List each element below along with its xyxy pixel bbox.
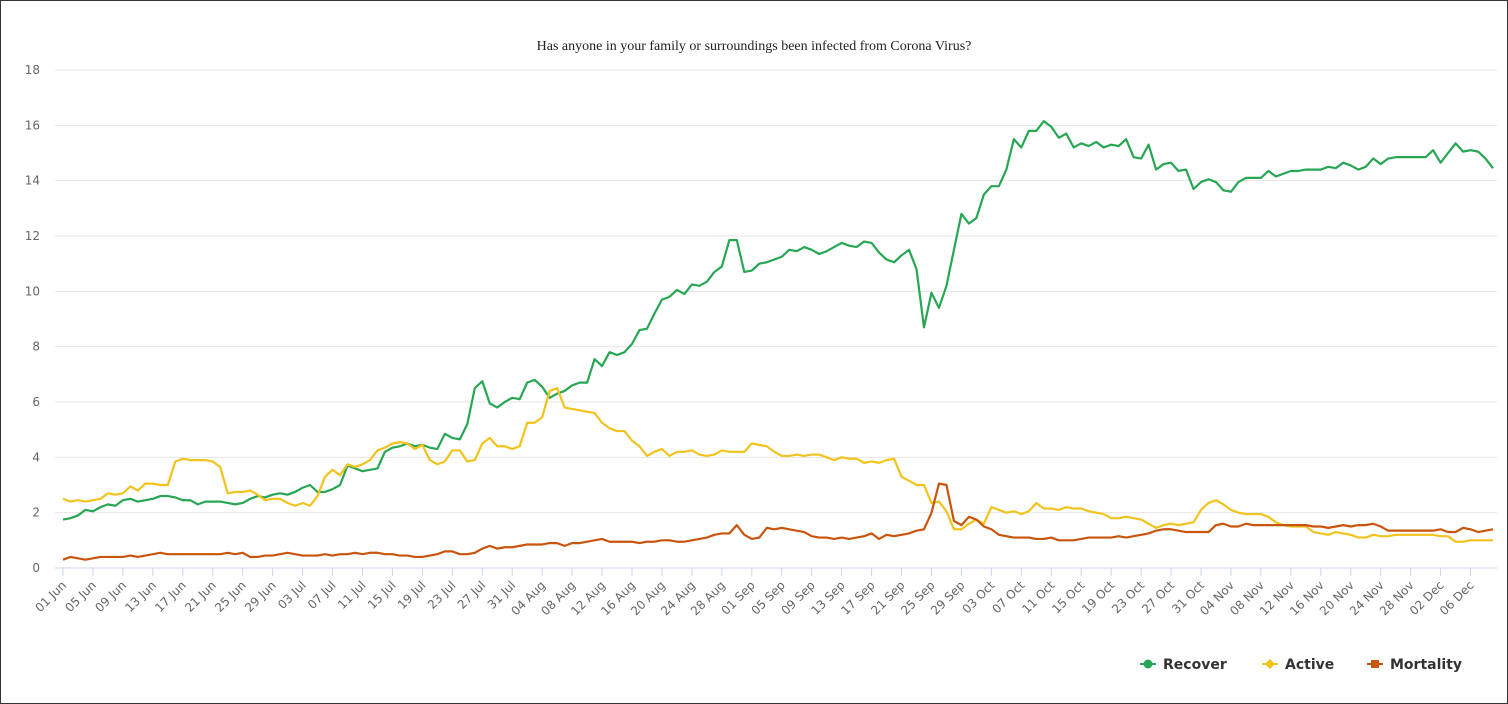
legend-label: Active (1285, 657, 1334, 673)
y-tick-label: 0 (32, 561, 40, 575)
series-line (62, 387, 1493, 543)
legend-marker (1265, 659, 1275, 669)
y-tick-label: 10 (25, 284, 40, 298)
y-tick-label: 12 (25, 229, 40, 243)
legend-marker (1371, 660, 1379, 668)
y-tick-label: 14 (25, 174, 40, 188)
legend-label: Recover (1163, 657, 1227, 673)
legend-marker (1143, 659, 1153, 669)
chart-title: Has anyone in your family or surrounding… (537, 39, 972, 54)
y-tick-label: 18 (25, 63, 40, 77)
y-tick-label: 6 (32, 395, 40, 409)
series-line (62, 482, 1494, 561)
y-tick-label: 8 (32, 340, 40, 354)
y-tick-label: 16 (25, 118, 40, 132)
y-tick-label: 2 (32, 506, 40, 520)
legend-label: Mortality (1390, 657, 1462, 673)
series-line (62, 120, 1494, 521)
y-tick-label: 4 (32, 450, 40, 464)
